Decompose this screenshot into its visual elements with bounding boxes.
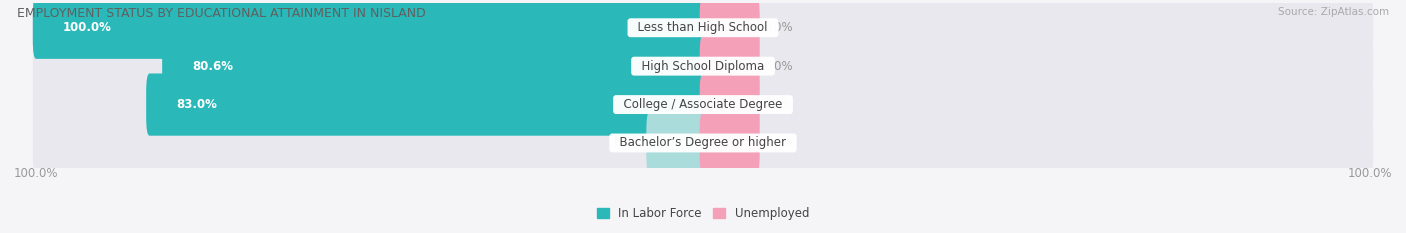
- FancyBboxPatch shape: [700, 35, 759, 97]
- Text: College / Associate Degree: College / Associate Degree: [616, 98, 790, 111]
- Text: 0.0%: 0.0%: [613, 137, 643, 150]
- Text: 0.0%: 0.0%: [763, 98, 793, 111]
- FancyBboxPatch shape: [146, 73, 706, 136]
- Text: Source: ZipAtlas.com: Source: ZipAtlas.com: [1278, 7, 1389, 17]
- FancyBboxPatch shape: [700, 73, 759, 136]
- FancyBboxPatch shape: [700, 112, 759, 174]
- FancyBboxPatch shape: [700, 0, 759, 59]
- FancyBboxPatch shape: [32, 35, 1374, 97]
- FancyBboxPatch shape: [647, 112, 706, 174]
- Text: Less than High School: Less than High School: [630, 21, 776, 34]
- Text: 0.0%: 0.0%: [763, 21, 793, 34]
- FancyBboxPatch shape: [32, 0, 1374, 59]
- Text: 100.0%: 100.0%: [1347, 167, 1392, 180]
- Text: 100.0%: 100.0%: [14, 167, 59, 180]
- FancyBboxPatch shape: [32, 112, 1374, 174]
- Text: 0.0%: 0.0%: [763, 137, 793, 150]
- Text: 83.0%: 83.0%: [176, 98, 217, 111]
- Text: 0.0%: 0.0%: [763, 60, 793, 73]
- FancyBboxPatch shape: [32, 0, 706, 59]
- Text: 100.0%: 100.0%: [63, 21, 111, 34]
- Text: High School Diploma: High School Diploma: [634, 60, 772, 73]
- FancyBboxPatch shape: [32, 73, 1374, 136]
- Legend: In Labor Force, Unemployed: In Labor Force, Unemployed: [592, 202, 814, 225]
- FancyBboxPatch shape: [162, 35, 706, 97]
- Text: EMPLOYMENT STATUS BY EDUCATIONAL ATTAINMENT IN NISLAND: EMPLOYMENT STATUS BY EDUCATIONAL ATTAINM…: [17, 7, 426, 20]
- Text: 80.6%: 80.6%: [193, 60, 233, 73]
- Text: Bachelor’s Degree or higher: Bachelor’s Degree or higher: [612, 137, 794, 150]
